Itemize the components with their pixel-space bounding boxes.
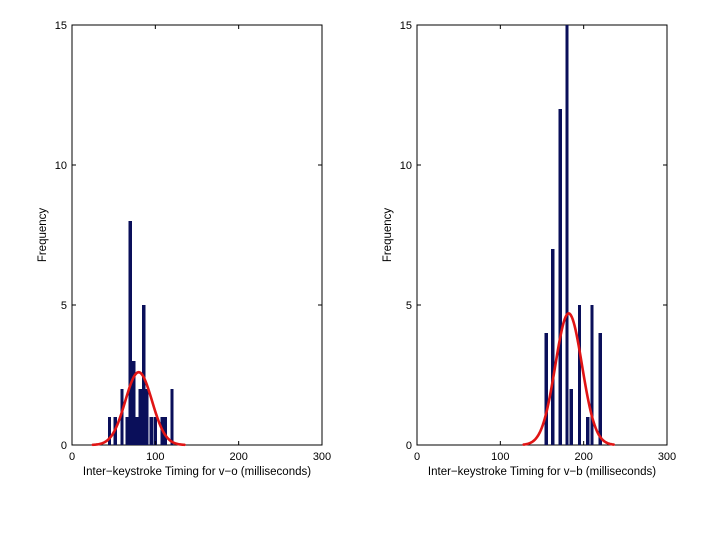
histogram-bar: [138, 389, 142, 445]
y-tick-label: 15: [400, 20, 412, 32]
y-axis-label: Frequency: [37, 208, 49, 263]
histogram-bar: [135, 417, 139, 445]
x-axis-label: Inter−keystroke Timing for v−b (millisec…: [428, 466, 656, 478]
histogram-bar: [163, 417, 167, 445]
plot-frame: [416, 24, 668, 446]
histogram-bar: [558, 109, 562, 445]
histogram-bar: [153, 417, 157, 445]
x-tick-label: 100: [491, 451, 509, 463]
axis-ticks: [416, 24, 668, 446]
histogram-bar: [590, 305, 594, 445]
x-tick-label: 100: [146, 451, 164, 463]
histogram-bar: [149, 417, 153, 445]
histogram-bar: [132, 361, 136, 445]
x-tick-label: 200: [230, 451, 248, 463]
x-tick-label: 0: [414, 451, 420, 463]
y-tick-label: 10: [55, 160, 67, 172]
bars: [544, 25, 602, 445]
axis-ticks: [71, 24, 323, 446]
x-tick-label: 0: [69, 451, 75, 463]
histogram-bar: [120, 389, 124, 445]
histogram-bar: [544, 333, 548, 445]
normal-fit-curve: [91, 370, 186, 447]
histogram-bar: [145, 389, 149, 445]
y-tick-label: 10: [400, 160, 412, 172]
histogram-bar: [569, 389, 573, 445]
histogram-bar: [586, 417, 590, 445]
histogram-bar: [107, 417, 112, 445]
normal-fit-curve: [522, 312, 615, 446]
histogram-bar: [577, 305, 582, 445]
histogram-bar: [125, 417, 129, 445]
histogram-bar: [565, 25, 569, 445]
histogram-bar: [128, 221, 132, 445]
histogram-bar: [170, 389, 174, 445]
histogram-panel-left: 0 100 200 300 0 5 10 15 Inter−keystroke …: [37, 20, 331, 478]
y-tick-label: 5: [61, 300, 67, 312]
y-tick-label: 5: [406, 300, 412, 312]
x-tick-label: 300: [658, 451, 676, 463]
x-axis-label: Inter−keystroke Timing for v−o (millisec…: [83, 466, 311, 478]
bars: [107, 221, 174, 445]
y-axis-label: Frequency: [382, 208, 394, 263]
fit-curve-layer: [522, 312, 615, 446]
histogram-panel-right: 0 100 200 300 0 5 10 15 Inter−keystroke …: [382, 20, 676, 478]
x-tick-label: 300: [313, 451, 331, 463]
plot-frame: [71, 24, 323, 446]
histogram-bar: [598, 333, 602, 445]
x-tick-label: 200: [575, 451, 593, 463]
histogram-bar: [551, 249, 555, 445]
y-tick-label: 0: [61, 440, 67, 452]
fit-curve-layer: [91, 370, 186, 447]
y-tick-label: 0: [406, 440, 412, 452]
y-tick-label: 15: [55, 20, 67, 32]
